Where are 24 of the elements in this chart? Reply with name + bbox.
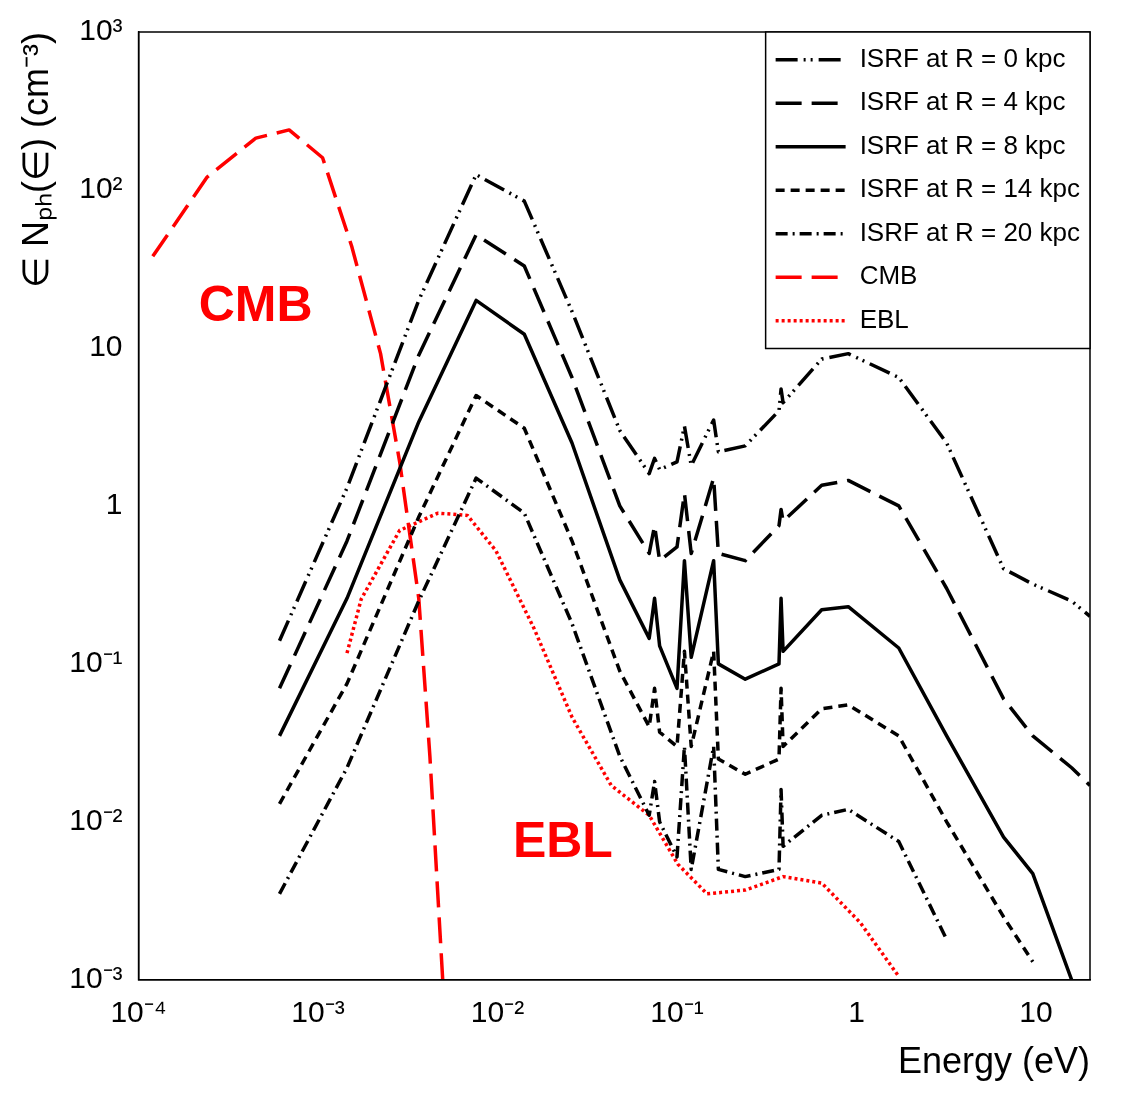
x-tick-label: 10⁻¹ <box>650 995 704 1029</box>
annotation: EBL <box>512 812 613 869</box>
legend-label: ISRF at R = 8 kpc <box>859 129 1066 160</box>
y-tick-label: 10⁻³ <box>69 961 123 995</box>
x-tick-label: 10⁻⁴ <box>110 995 167 1029</box>
x-tick-label: 10 <box>1019 995 1053 1029</box>
legend-label: CMB <box>859 260 918 291</box>
y-tick-label: 1 <box>105 487 123 521</box>
x-tick-label: 10⁻² <box>470 995 525 1029</box>
legend-label: EBL <box>859 303 909 334</box>
y-tick-label: 10⁻² <box>69 803 123 837</box>
y-tick-label: 10³ <box>79 13 123 47</box>
legend-label: ISRF at R = 4 kpc <box>859 86 1066 117</box>
y-tick-label: 10 <box>89 329 123 363</box>
annotation: CMB <box>198 275 313 332</box>
y-tick-label: 10² <box>79 171 123 205</box>
y-tick-label: 10⁻¹ <box>69 645 123 679</box>
y-axis-title: ∈ Nₚₕ(∈) (cm⁻³) <box>14 32 57 288</box>
x-axis-title: Energy (eV) <box>897 1040 1090 1082</box>
legend-label: ISRF at R = 14 kpc <box>859 173 1081 204</box>
legend-label: ISRF at R = 20 kpc <box>859 216 1081 247</box>
x-tick-label: 10⁻³ <box>291 995 345 1029</box>
x-tick-label: 1 <box>848 995 865 1029</box>
legend-label: ISRF at R = 0 kpc <box>859 42 1066 73</box>
